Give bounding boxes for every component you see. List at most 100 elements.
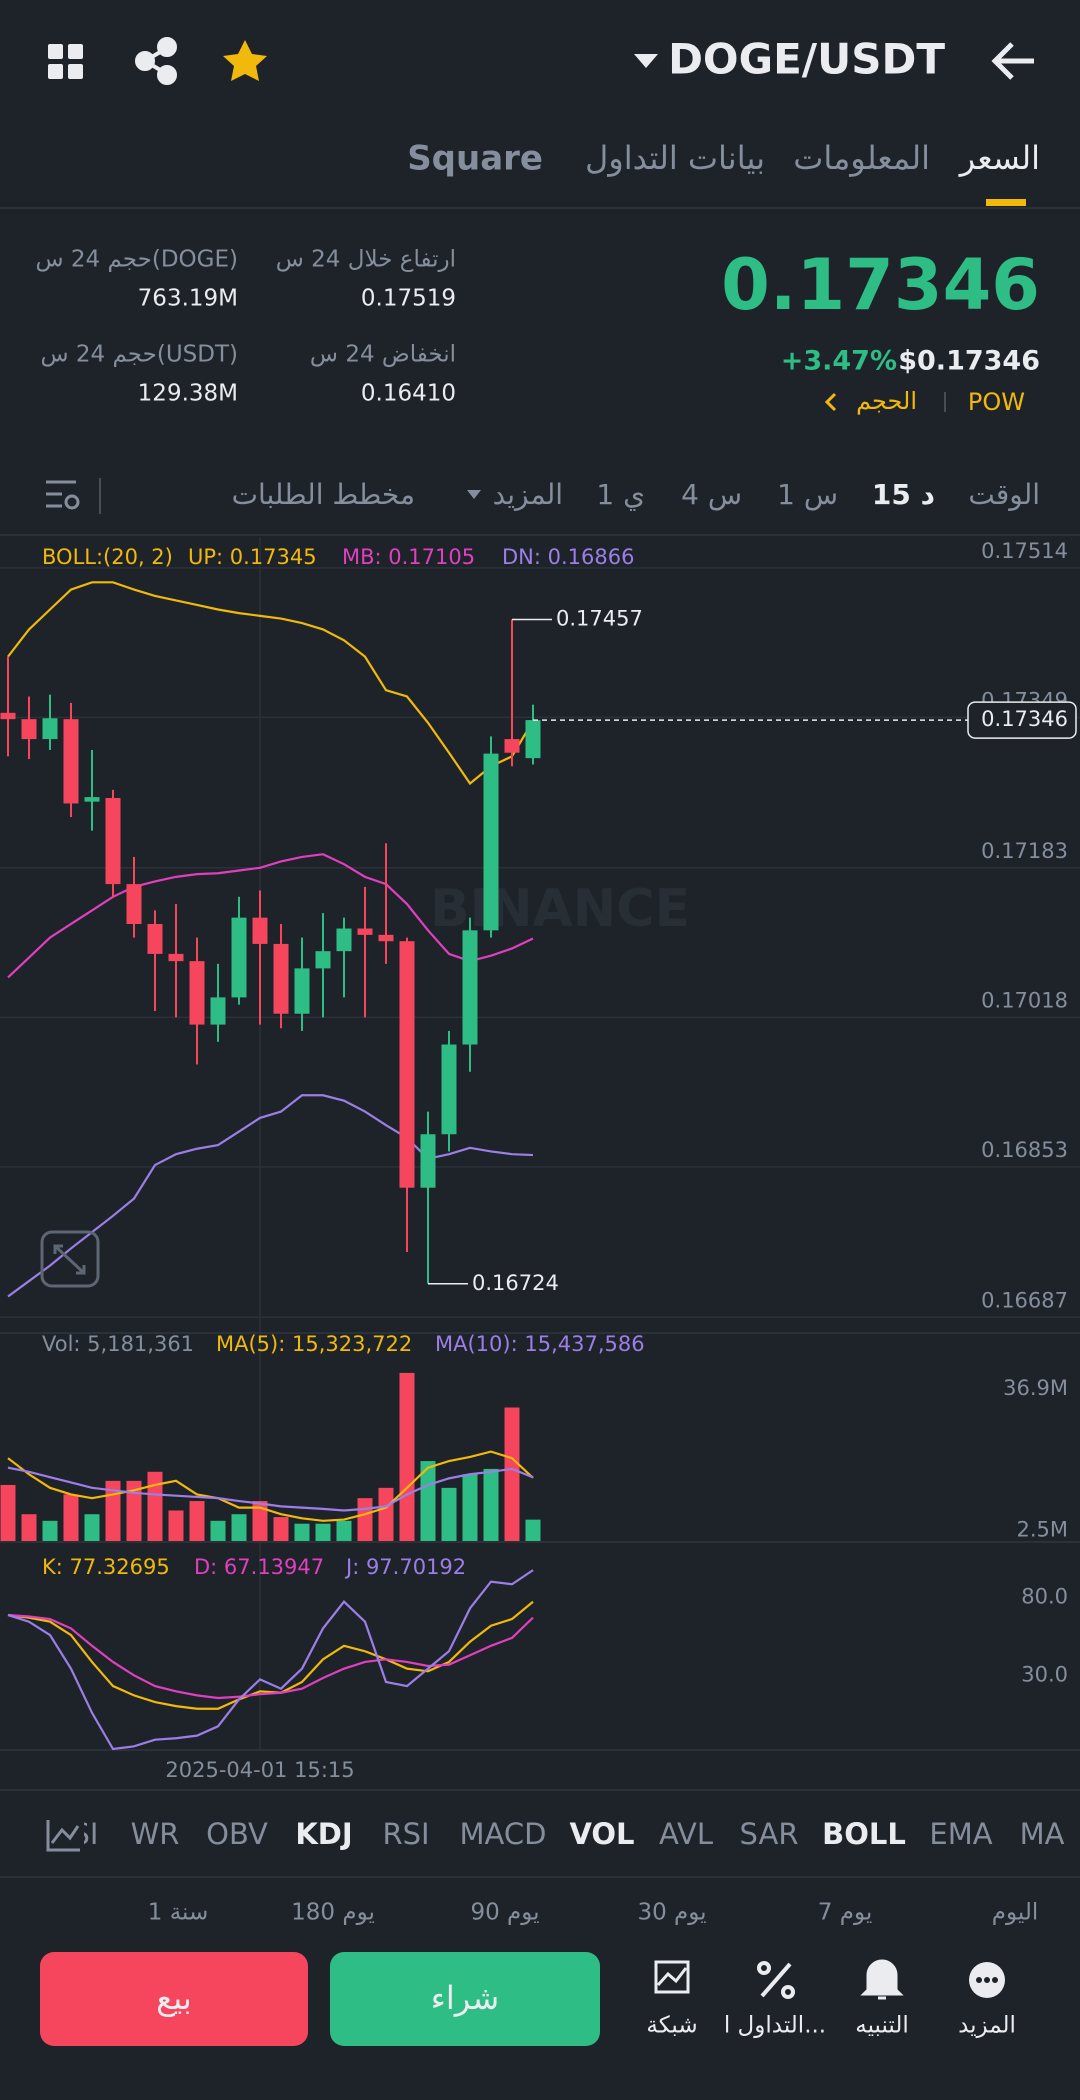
tab[interactable]: بيانات التداول: [585, 139, 765, 177]
range-tab[interactable]: 7 يوم: [818, 1900, 872, 1926]
candle-body: [462, 930, 478, 1045]
interval[interactable]: 1 س: [777, 478, 838, 511]
indicator-tab[interactable]: RSI: [382, 1817, 429, 1851]
indicator-tab[interactable]: WR: [131, 1817, 180, 1851]
indicator-tab[interactable]: KDJ: [295, 1817, 352, 1851]
tab[interactable]: Square: [407, 139, 543, 179]
interval-more[interactable]: المزيد: [493, 478, 563, 511]
tab[interactable]: السعر: [958, 139, 1040, 177]
buy-label[interactable]: شراء: [431, 1979, 499, 2017]
candle-body: [189, 961, 205, 1025]
chevron-icon: [824, 392, 837, 412]
y-tick-label: 30.0: [1021, 1662, 1068, 1686]
interval-label: الوقت: [968, 478, 1040, 511]
candle-body: [357, 928, 373, 935]
pair-dropdown-arrow[interactable]: [634, 54, 658, 68]
alert-icon[interactable]: [860, 1959, 904, 2000]
volume-bar: [441, 1487, 457, 1541]
y-tick-label: 36.9M: [1003, 1376, 1068, 1400]
interval[interactable]: 1 ي: [596, 478, 645, 511]
candle-body: [42, 718, 58, 740]
range-tab[interactable]: 1 سنة: [148, 1900, 209, 1926]
stat-label: انخفاض 24 س: [310, 342, 456, 368]
candle-body: [252, 917, 268, 944]
pair-title[interactable]: DOGE/USDT: [668, 35, 945, 84]
volume-bar: [483, 1468, 499, 1541]
indicator-tab[interactable]: VOL: [569, 1817, 634, 1851]
trading-icon[interactable]: [757, 1961, 795, 1999]
sell-label[interactable]: بيع: [156, 1979, 192, 2017]
sell-button[interactable]: [40, 1952, 308, 2046]
candle-body: [126, 884, 142, 924]
candle-body: [420, 1134, 436, 1188]
volume-bar: [504, 1407, 520, 1541]
back-arrow[interactable]: [991, 42, 1034, 80]
legend-entry: MA(5): 15,323,722: [216, 1332, 412, 1356]
indicator-line: [7, 581, 534, 786]
range-tabs: اليوم 7 يوم 30 يوم 90 يوم 180 يوم 1 سنة: [148, 1900, 1038, 1926]
tool-label[interactable]: شبكة: [646, 2013, 697, 2039]
indicator-tab[interactable]: OBV: [206, 1817, 268, 1851]
volume-bar: [399, 1372, 415, 1541]
grid-icon[interactable]: [48, 44, 83, 79]
more-icon[interactable]: [969, 1962, 1005, 1998]
tool-label[interactable]: المزيد: [958, 2013, 1016, 2039]
candle-body: [525, 720, 541, 759]
interval[interactable]: 15 د: [872, 478, 935, 511]
indicator-tab[interactable]: AVL: [659, 1817, 713, 1851]
min-label: 0.16724: [472, 1271, 559, 1295]
tab[interactable]: المعلومات: [793, 139, 930, 177]
candle-body: [210, 997, 226, 1025]
watermark: BINANCE: [430, 879, 690, 939]
favorite-star[interactable]: [223, 40, 267, 81]
indicator-line: [7, 1450, 534, 1522]
indicator-tab[interactable]: BOLL: [822, 1817, 906, 1851]
legend-entry: UP: 0.17345: [188, 545, 317, 569]
volume-bar: [462, 1474, 478, 1541]
tag: POW: [968, 388, 1025, 416]
buy-button[interactable]: [330, 1952, 600, 2046]
stat-label: حجم 24 س(DOGE): [36, 247, 238, 273]
stat-value: 129.38M: [138, 381, 238, 407]
indicator-tab[interactable]: MA: [1020, 1817, 1065, 1851]
candle-body: [168, 953, 184, 962]
candle-body: [294, 968, 310, 1014]
legend-entry: K: 77.32695: [42, 1555, 170, 1579]
indicator-tab[interactable]: EMA: [929, 1817, 992, 1851]
volume-bar: [42, 1520, 58, 1541]
tool-label[interactable]: التداول ا...: [724, 2013, 826, 2039]
chart-settings-icon[interactable]: [46, 480, 80, 510]
dropdown-arrow: [467, 490, 481, 499]
volume-bar: [315, 1523, 331, 1541]
depth-chart[interactable]: مخطط الطلبات: [232, 478, 415, 511]
volume-bar: [0, 1484, 16, 1541]
range-tab[interactable]: 180 يوم: [291, 1900, 375, 1926]
stat-label: ارتفاع خلال 24 س: [276, 247, 456, 273]
legend-entry: MB: 0.17105: [342, 545, 475, 569]
last-price: 0.17346: [721, 244, 1040, 326]
candle-body: [483, 753, 499, 931]
grid-trading-icon[interactable]: [654, 1960, 690, 1994]
tool-label[interactable]: التنبيه: [855, 2013, 909, 2039]
indicator-settings-icon[interactable]: [40, 1818, 84, 1854]
stat-value: 0.17519: [361, 286, 456, 312]
volume-bar: [252, 1501, 268, 1541]
range-tab[interactable]: اليوم: [992, 1900, 1038, 1926]
range-tab[interactable]: 30 يوم: [637, 1900, 706, 1926]
volume-bar: [336, 1520, 352, 1541]
legend-entry: MA(10): 15,437,586: [435, 1332, 645, 1356]
indicator-tab[interactable]: MACD: [460, 1817, 547, 1851]
candle-body: [399, 941, 415, 1188]
volume-link[interactable]: الحجم: [856, 387, 917, 415]
expand-icon[interactable]: [40, 1230, 100, 1288]
indicator-tab[interactable]: SAR: [740, 1817, 799, 1851]
candle-body: [441, 1044, 457, 1135]
interval[interactable]: 4 س: [681, 478, 742, 511]
share-icon[interactable]: [135, 37, 177, 85]
indicator-line: [7, 1600, 534, 1710]
volume-bar: [84, 1514, 100, 1541]
last-price-label: 0.17346: [981, 707, 1068, 731]
range-tab[interactable]: 90 يوم: [470, 1900, 539, 1926]
